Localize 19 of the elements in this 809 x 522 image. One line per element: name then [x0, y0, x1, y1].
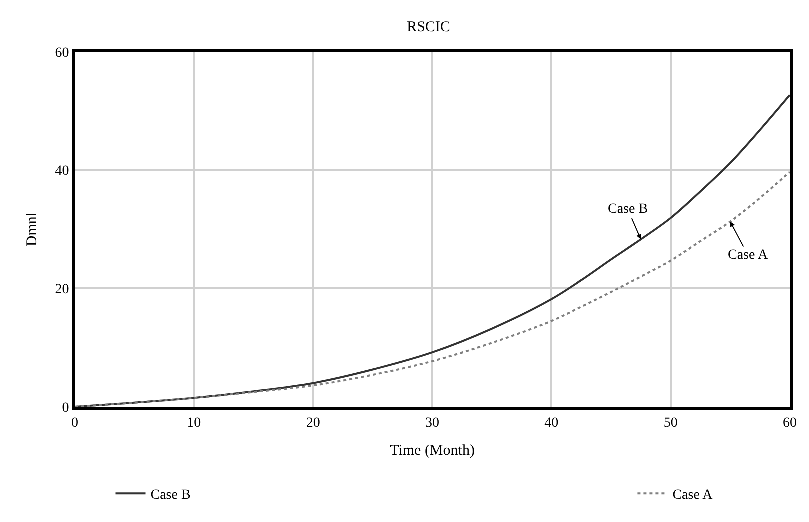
legend-label: Case B — [150, 488, 191, 504]
y-tick-label: 20 — [55, 282, 70, 298]
x-tick-label: 30 — [426, 416, 440, 431]
annotation: Case B — [608, 202, 648, 217]
x-tick-label: 40 — [544, 416, 559, 431]
x-tick-label: 20 — [306, 416, 320, 431]
x-tick-label: 60 — [783, 416, 797, 431]
y-axis-title: Dmnl — [24, 212, 40, 247]
legend-label: Case A — [672, 488, 714, 504]
x-tick-label: 50 — [664, 416, 678, 431]
line-series — [75, 171, 790, 407]
chart-title: RSCIC — [407, 19, 450, 36]
line-series — [75, 94, 790, 407]
x-axis-title: Time (Month) — [390, 442, 475, 459]
x-tick-label: 10 — [187, 416, 202, 431]
y-tick-label: 40 — [55, 164, 70, 180]
y-tick-label: 60 — [55, 46, 70, 61]
y-tick-label: 0 — [62, 400, 70, 416]
annotation: Case A — [728, 248, 769, 263]
